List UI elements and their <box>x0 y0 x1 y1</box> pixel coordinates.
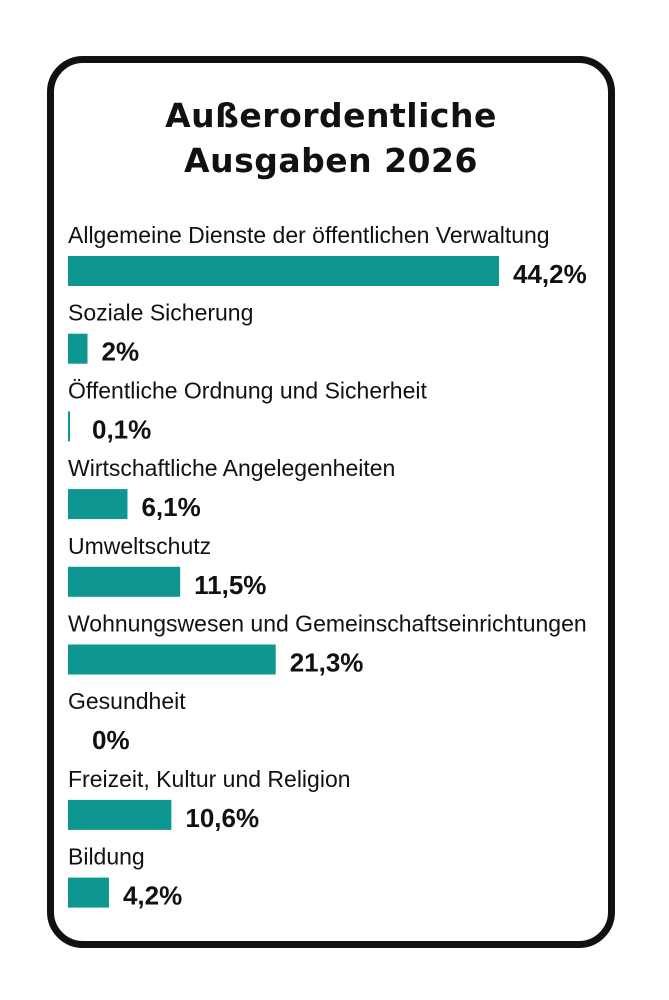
value-label: 44,2% <box>513 259 587 289</box>
category-label: Soziale Sicherung <box>68 300 253 326</box>
bar <box>68 877 109 908</box>
value-label: 6,1% <box>141 492 200 522</box>
value-label: 21,3% <box>290 648 364 678</box>
chart-title: Außerordentliche Ausgaben 2026 <box>54 93 608 183</box>
category-label: Allgemeine Dienste der öffentlichen Verw… <box>68 222 550 248</box>
value-label: 10,6% <box>185 803 259 833</box>
category-label: Wirtschaftliche Angelegenheiten <box>68 455 395 481</box>
value-label: 0,1% <box>92 414 151 444</box>
value-label: 11,5% <box>194 570 266 600</box>
bar <box>68 566 181 597</box>
category-label: Umweltschutz <box>68 533 211 559</box>
value-label: 2% <box>102 337 140 367</box>
category-label: Wohnungswesen und Gemeinschaftseinrichtu… <box>68 611 587 637</box>
chart-title-line-2: Ausgaben 2026 <box>184 141 478 180</box>
category-label: Öffentliche Ordnung und Sicherheit <box>68 377 427 403</box>
value-label: 0% <box>92 725 130 755</box>
category-label: Freizeit, Kultur und Religion <box>68 766 351 792</box>
category-label: Bildung <box>68 844 145 870</box>
bar <box>68 644 276 675</box>
chart-card: Außerordentliche Ausgaben 2026 <box>47 56 615 948</box>
bar <box>68 333 88 364</box>
bar <box>68 256 499 286</box>
category-label: Gesundheit <box>68 688 186 714</box>
value-label: 4,2% <box>123 881 182 911</box>
chart-title-line-1: Außerordentliche <box>165 96 497 135</box>
bar <box>68 799 172 830</box>
bar <box>68 489 128 520</box>
bar <box>68 411 70 442</box>
